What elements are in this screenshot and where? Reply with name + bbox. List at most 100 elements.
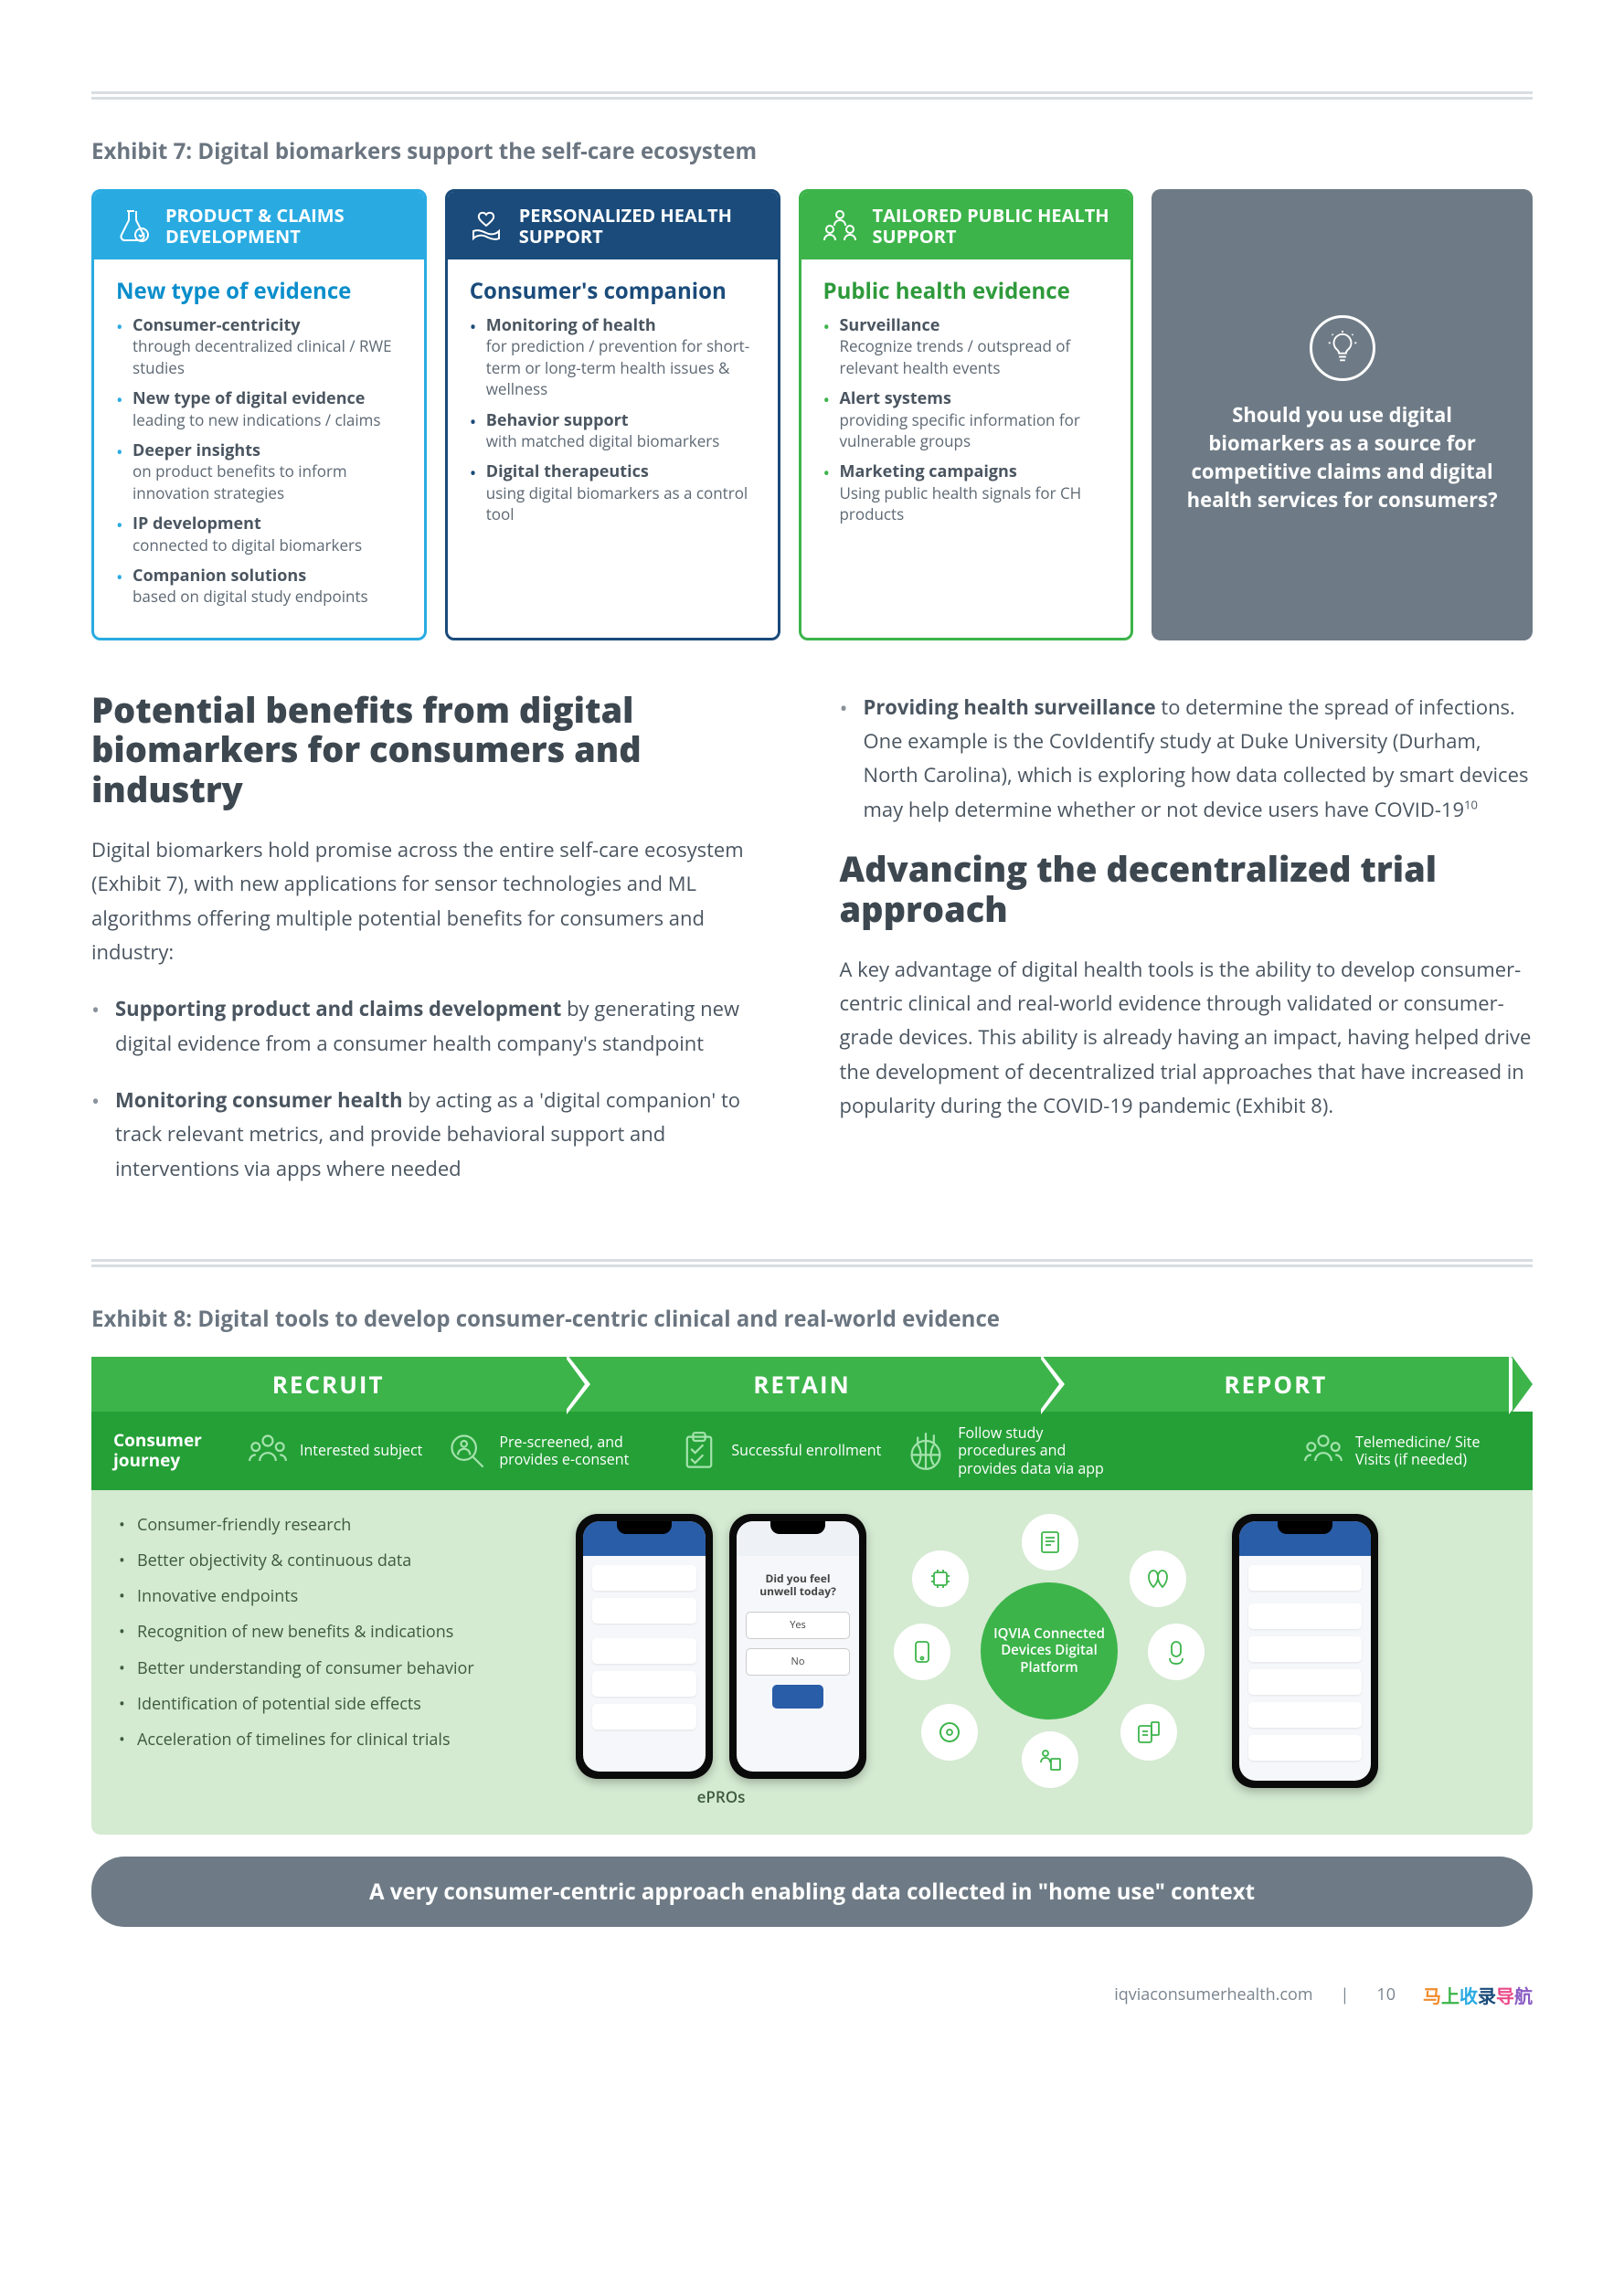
item-bold: Digital therapeutics	[486, 461, 756, 482]
hub-node-icon	[1120, 1704, 1177, 1761]
hub-node-icon	[1148, 1624, 1205, 1680]
hub-node-icon	[912, 1550, 969, 1607]
heart-hand-icon	[466, 206, 506, 246]
card-list: Monitoring of healthfor prediction / pre…	[470, 315, 756, 526]
journey-item: Pre-screened, and provides e-consent	[446, 1430, 654, 1472]
ex8-bullet: Identification of potential side effects	[119, 1693, 548, 1716]
hub-node-icon	[1022, 1514, 1078, 1571]
item-desc: using digital biomarkers as a control to…	[486, 482, 748, 524]
card-head: PRODUCT & CLAIMS DEVELOPMENT	[94, 192, 424, 259]
journey-text: Successful enrollment	[731, 1442, 881, 1459]
heading-decentralized: Advancing the decentralized trial approa…	[840, 850, 1534, 929]
hub-diagram: IQVIA Connected Devices Digital Platform	[894, 1514, 1205, 1788]
paragraph: A key advantage of digital health tools …	[840, 953, 1534, 1124]
card-item: SurveillanceRecognize trends / outspread…	[823, 315, 1109, 379]
card-list: Consumer-centricitythrough decentralized…	[116, 315, 402, 608]
footer-site: iqviaconsumerhealth.com	[1114, 1984, 1312, 2005]
hub-center: IQVIA Connected Devices Digital Platform	[981, 1582, 1118, 1719]
phone-option: Yes	[746, 1612, 850, 1639]
item-bold: New type of digital evidence	[133, 388, 402, 409]
card-head-label: TAILORED PUBLIC HEALTH SUPPORT	[873, 205, 1113, 247]
bullet-bold: Monitoring consumer health	[115, 1086, 403, 1114]
card-public-health: TAILORED PUBLIC HEALTH SUPPORT Public he…	[799, 189, 1134, 640]
body-bullet: Supporting product and claims developmen…	[91, 992, 785, 1061]
card-head: PERSONALIZED HEALTH SUPPORT	[448, 192, 778, 259]
hub-node-icon	[1022, 1731, 1078, 1788]
journey-text: Pre-screened, and provides e-consent	[499, 1434, 654, 1468]
paragraph: Digital biomarkers hold promise across t…	[91, 833, 785, 970]
ex8-bullet: Acceleration of timelines for clinical t…	[119, 1729, 548, 1751]
lightbulb-icon	[1310, 315, 1375, 381]
arrow-retain: RETAIN	[565, 1357, 1038, 1412]
item-desc: leading to new indications / claims	[133, 409, 381, 430]
divider	[91, 1259, 1533, 1267]
bullet-bold: Supporting product and claims developmen…	[115, 995, 561, 1022]
card-head-label: PERSONALIZED HEALTH SUPPORT	[519, 205, 759, 247]
journey-text: Telemedicine/ Site Visits (if needed)	[1355, 1434, 1511, 1468]
globe-data-icon	[905, 1430, 947, 1472]
hub-node-icon	[894, 1624, 950, 1680]
item-desc: based on digital study endpoints	[133, 586, 368, 607]
item-desc: with matched digital biomarkers	[486, 430, 720, 451]
item-bold: Marketing campaigns	[840, 461, 1109, 482]
phone-question: Did you feel unwell today?	[749, 1572, 846, 1599]
phone-mock: Did you feel unwell today? Yes No	[729, 1514, 866, 1779]
exhibit8-title: Exhibit 8: Digital tools to develop cons…	[91, 1304, 1533, 1334]
telemedicine-icon	[1302, 1430, 1344, 1472]
exhibit8-body: Consumer-friendly research Better object…	[91, 1490, 1533, 1835]
col-left: Potential benefits from digital biomarke…	[91, 691, 785, 1210]
card-item: Alert systemsproviding specific informat…	[823, 388, 1109, 452]
clipboard-check-icon	[678, 1430, 720, 1472]
arrow-row: RECRUIT RETAIN REPORT	[91, 1357, 1533, 1412]
card-product-claims: PRODUCT & CLAIMS DEVELOPMENT New type of…	[91, 189, 427, 640]
item-desc: Using public health signals for CH produ…	[840, 482, 1082, 524]
body-bullets: Supporting product and claims developmen…	[91, 992, 785, 1186]
heading-benefits: Potential benefits from digital biomarke…	[91, 691, 785, 810]
card-item: Companion solutionsbased on digital stud…	[116, 566, 402, 608]
item-bold: Behavior support	[486, 410, 756, 431]
epros-phones: Did you feel unwell today?YesNo ePROs	[576, 1514, 866, 1807]
ex8-bullet: Better understanding of consumer behavio…	[119, 1657, 548, 1680]
exhibit7-title: Exhibit 7: Digital biomarkers support th…	[91, 136, 1533, 166]
item-desc: providing specific information for vulne…	[840, 409, 1080, 451]
exhibit8-bullets: Consumer-friendly research Better object…	[119, 1514, 548, 1764]
phone-report	[1232, 1514, 1378, 1788]
footer-page: 10	[1376, 1984, 1396, 2005]
bullet-bold: Providing health surveillance	[864, 693, 1156, 721]
people-icon	[247, 1430, 289, 1472]
ex8-bullet: Innovative endpoints	[119, 1585, 548, 1608]
exhibit7-cards: PRODUCT & CLAIMS DEVELOPMENT New type of…	[91, 189, 1533, 640]
card-subtitle: New type of evidence	[116, 276, 402, 306]
journey-bar: Consumer journey Interested subject Pre-…	[91, 1412, 1533, 1490]
card-item: Consumer-centricitythrough decentralized…	[116, 315, 402, 379]
item-desc: on product benefits to inform innovation…	[133, 460, 347, 503]
card-item: Digital therapeuticsusing digital biomar…	[470, 461, 756, 525]
item-desc: for prediction / prevention for short-te…	[486, 335, 749, 399]
callout-card: Should you use digital biomarkers as a s…	[1152, 189, 1533, 640]
callout-text: Should you use digital biomarkers as a s…	[1177, 401, 1507, 513]
phone-mock	[576, 1514, 713, 1779]
journey-item: Interested subject	[247, 1430, 422, 1472]
flask-check-icon	[112, 206, 153, 246]
phone-option: No	[746, 1648, 850, 1676]
ex8-bullet: Consumer-friendly research	[119, 1514, 548, 1537]
people-group-icon	[820, 206, 860, 246]
card-head: TAILORED PUBLIC HEALTH SUPPORT	[801, 192, 1131, 259]
body-bullet: Providing health surveillance to determi…	[840, 691, 1534, 828]
card-item: IP developmentconnected to digital bioma…	[116, 513, 402, 556]
item-bold: Deeper insights	[133, 440, 402, 461]
card-head-label: PRODUCT & CLAIMS DEVELOPMENT	[165, 205, 406, 247]
hub-node-icon	[921, 1704, 978, 1761]
item-desc: Recognize trends / outspread of relevant…	[840, 335, 1071, 377]
item-bold: Surveillance	[840, 315, 1109, 336]
journey-text: Interested subject	[300, 1442, 422, 1459]
card-item: Behavior supportwith matched digital bio…	[470, 410, 756, 453]
item-bold: IP development	[133, 513, 402, 534]
card-personalized-health: PERSONALIZED HEALTH SUPPORT Consumer's c…	[445, 189, 780, 640]
item-bold: Consumer-centricity	[133, 315, 402, 336]
search-person-icon	[446, 1430, 488, 1472]
page-footer: iqviaconsumerhealth.com | 10 马上收录导航	[91, 1982, 1533, 2008]
card-list: SurveillanceRecognize trends / outspread…	[823, 315, 1109, 526]
card-item: New type of digital evidenceleading to n…	[116, 388, 402, 431]
arrow-report: REPORT	[1039, 1357, 1513, 1412]
